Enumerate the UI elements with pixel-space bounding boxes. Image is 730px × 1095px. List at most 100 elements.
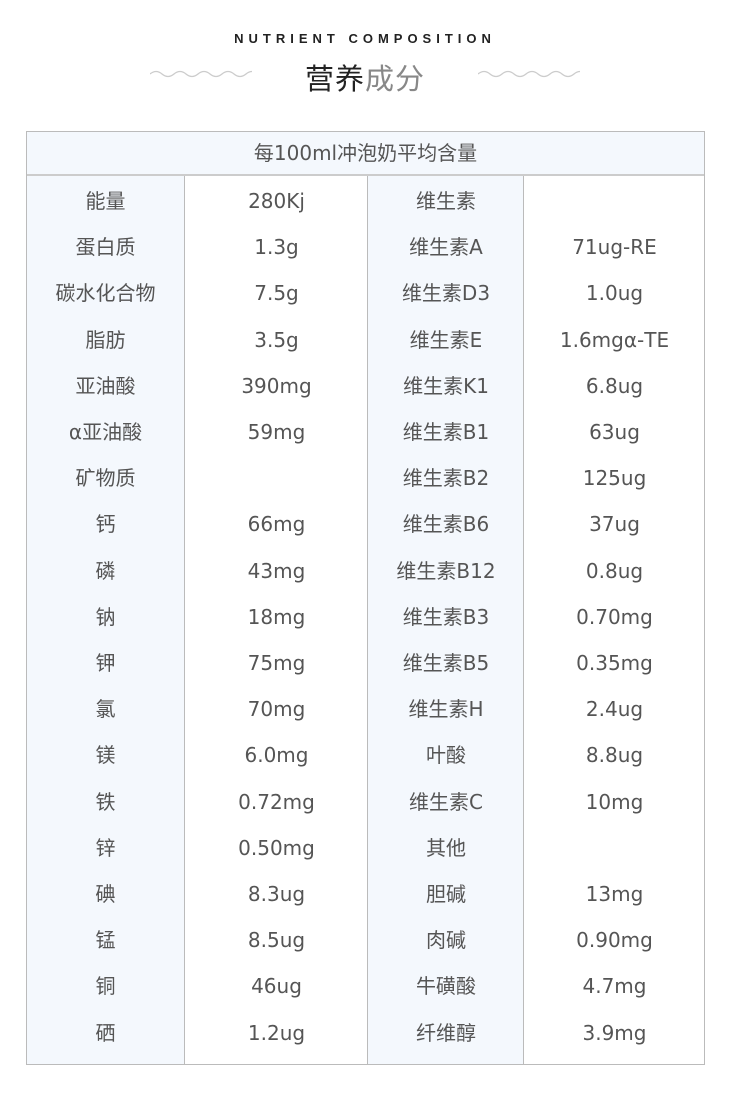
nutrient-name: 碳水化合物	[55, 281, 156, 306]
nutrient-value: 8.5ug	[247, 928, 306, 953]
nutrient-name: 碘	[95, 882, 116, 906]
nutrient-name: 钠	[95, 604, 116, 629]
nutrient-name: 脂肪	[85, 327, 126, 352]
vitamin-value: 0.70mg	[576, 604, 653, 629]
title-english: NUTRIENT COMPOSITION	[234, 31, 496, 46]
nutrient-value: 3.5g	[254, 327, 299, 352]
table-row: 硒 1.2ug 纤维醇 3.9mg	[27, 1010, 704, 1056]
vitamin-value: 1.0ug	[585, 281, 644, 306]
vitamin-name: 维生素A	[409, 235, 483, 260]
title-chinese: 营养成分	[0, 56, 730, 98]
table-row: 钙 66mg 维生素B6 37ug	[27, 501, 704, 547]
vitamin-name: 维生素D3	[401, 281, 491, 306]
vitamin-value: 1.6mgα-TE	[559, 327, 670, 352]
table-row: 钠 18mg 维生素B3 0.70mg	[27, 594, 704, 640]
table-row: 铁 0.72mg 维生素C 10mg	[27, 779, 704, 825]
vitamin-name: 维生素B3	[402, 604, 490, 629]
nutrient-value: 59mg	[247, 420, 306, 444]
vitamin-name: 维生素K1	[403, 373, 489, 398]
vitamin-name: 维生素B5	[402, 651, 490, 675]
vitamin-value: 3.9mg	[582, 1020, 647, 1045]
table-row: 蛋白质 1.3g 维生素A 71ug-RE	[27, 224, 704, 270]
vitamin-value: 125ug	[582, 466, 647, 491]
nutrient-name: 锌	[95, 835, 116, 860]
table-row: 亚油酸 390mg 维生素K1 6.8ug	[27, 363, 704, 409]
table-row: 能量 280Kj 维生素	[27, 178, 704, 224]
nutrient-name: 铁	[95, 789, 116, 814]
vitamin-name: 维生素B12	[396, 558, 496, 583]
vitamin-value: 4.7mg	[582, 974, 647, 999]
table-body: 能量 280Kj 维生素蛋白质 1.3g 维生素A 71ug-RE 碳水化合物 7.5g 维生素…	[27, 176, 704, 1064]
vitamin-name: 维生素C	[409, 789, 483, 814]
nutrient-name: 亚油酸	[75, 373, 136, 398]
nutrient-name: 蛋白质	[75, 235, 136, 260]
column-bg	[27, 176, 184, 1064]
nutrient-value: 6.0mg	[244, 743, 309, 768]
nutrient-value: 7.5g	[254, 281, 299, 306]
nutrient-value: 66mg	[247, 512, 306, 537]
nutrient-value: 1.3g	[254, 235, 299, 260]
vitamin-value: 63ug	[589, 420, 640, 444]
nutrient-value: 46ug	[251, 974, 302, 999]
nutrient-name: 氯	[95, 697, 116, 722]
vitamin-name: 其他	[426, 835, 466, 860]
nutrient-name: 锰	[95, 928, 116, 953]
vitamin-name: 维生素H	[408, 697, 484, 722]
nutrient-name: 铜	[95, 974, 116, 999]
nutrient-value: 0.50mg	[238, 835, 315, 860]
nutrient-value: 70mg	[247, 697, 306, 722]
nutrient-name: α亚油酸	[68, 420, 143, 444]
vitamin-name: 维生素B1	[402, 420, 490, 444]
vitamin-name: 肉碱	[426, 928, 466, 953]
vitamin-value: 6.8ug	[585, 373, 644, 398]
title-light: 成分	[365, 62, 426, 96]
nutrient-value: 18mg	[247, 604, 306, 629]
table-row: 锰 8.5ug 肉碱 0.90mg	[27, 917, 704, 963]
table-header: 每100ml冲泡奶平均含量	[27, 132, 704, 176]
nutrient-name: 磷	[95, 558, 116, 583]
vitamin-value: 0.90mg	[576, 928, 653, 953]
nutrient-value: 390mg	[241, 373, 312, 398]
table-row: 氯 70mg 维生素H 2.4ug	[27, 686, 704, 732]
nutrient-value: 280Kj	[248, 189, 305, 213]
table-row: 碘 8.3ug 胆碱 13mg	[27, 871, 704, 917]
vitamin-value: 13mg	[585, 882, 644, 906]
wave-decoration-icon	[478, 70, 580, 78]
nutrient-name: 钾	[95, 651, 116, 675]
table-row: α亚油酸 59mg 维生素B1 63ug	[27, 409, 704, 455]
vitamin-name: 维生素E	[409, 327, 483, 352]
vitamin-value: 0.35mg	[576, 651, 653, 675]
vitamin-value: 10mg	[585, 789, 644, 814]
vitamin-name: 胆碱	[426, 882, 466, 906]
nutrient-name: 能量	[85, 189, 126, 213]
vitamin-value: 71ug-RE	[572, 235, 657, 260]
title-dark: 营养	[304, 62, 365, 96]
nutrient-table: 每100ml冲泡奶平均含量 能量 280Kj 维生素蛋白质 1.3g 维生素A 71ug-…	[26, 131, 705, 1065]
nutrient-value: 43mg	[247, 558, 306, 583]
vitamin-name: 维生素B6	[402, 512, 490, 537]
nutrient-name: 硒	[95, 1020, 116, 1045]
table-row: 矿物质 维生素B2 125ug	[27, 455, 704, 501]
vitamin-name: 纤维醇	[416, 1020, 476, 1045]
table-row: 锌 0.50mg 其他	[27, 825, 704, 871]
vitamin-value: 2.4ug	[585, 697, 644, 722]
nutrient-value: 75mg	[247, 651, 306, 675]
table-row: 磷 43mg 维生素B12 0.8ug	[27, 548, 704, 594]
vitamin-name: 维生素B2	[402, 466, 490, 491]
vitamin-name: 维生素	[416, 189, 476, 213]
table-row: 脂肪 3.5g 维生素E 1.6mgα-TE	[27, 317, 704, 363]
nutrient-name: 矿物质	[75, 466, 136, 491]
table-row: 碳水化合物 7.5g 维生素D3 1.0ug	[27, 270, 704, 316]
table-row: 铜 46ug 牛磺酸 4.7mg	[27, 963, 704, 1009]
table-row: 镁 6.0mg 叶酸 8.8ug	[27, 732, 704, 778]
wave-decoration-icon	[150, 70, 252, 78]
nutrient-value: 8.3ug	[247, 882, 306, 906]
nutrient-value: 1.2ug	[247, 1020, 306, 1045]
column-bg	[184, 176, 368, 1064]
nutrient-name: 钙	[95, 512, 116, 537]
vitamin-value: 8.8ug	[585, 743, 644, 768]
nutrient-name: 镁	[95, 743, 116, 768]
nutrient-value: 0.72mg	[238, 789, 315, 814]
vitamin-value: 0.8ug	[585, 558, 644, 583]
column-bg	[523, 176, 705, 1064]
